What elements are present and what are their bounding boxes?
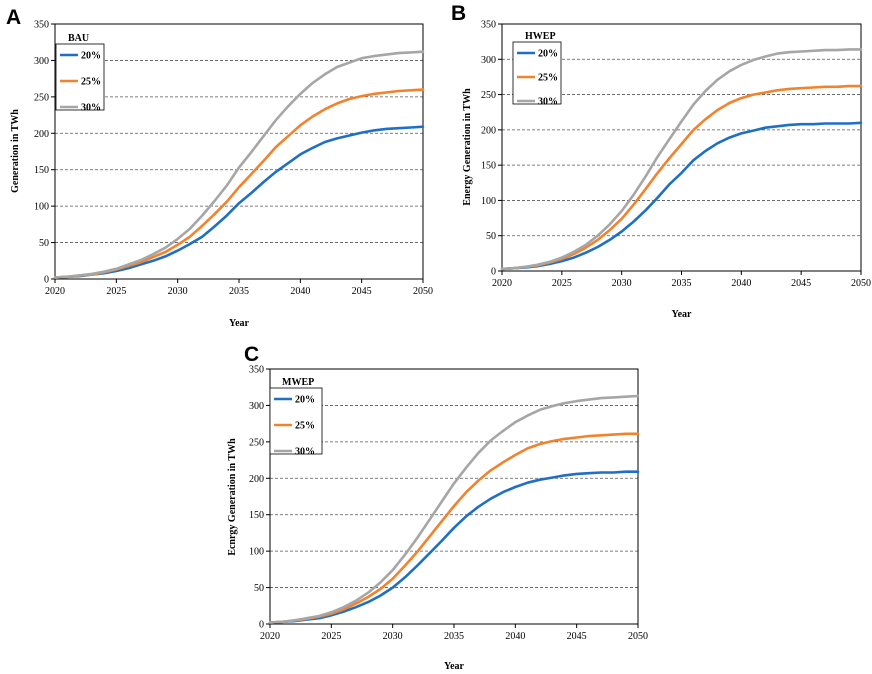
series-line-30pct (53, 50, 425, 279)
y-tick-label: 0 (44, 275, 49, 286)
x-tick-label: 2040 (505, 631, 525, 642)
x-axis-title: Year (444, 661, 465, 672)
y-tick-label: 300 (34, 56, 49, 67)
plot-frame (269, 368, 639, 625)
legend: BAU 20% 25% 30% (55, 33, 105, 114)
x-tick-label: 2025 (552, 278, 572, 289)
series-line-20pct (268, 470, 640, 624)
legend-label-30pct: 30% (81, 103, 101, 114)
y-axis-title: Energy Generation in TWh (462, 88, 473, 206)
y-tick-label: 50 (39, 238, 49, 249)
y-tick-label: 250 (481, 90, 496, 101)
series-line-25pct (268, 432, 640, 624)
y-tick-label: 250 (249, 437, 264, 448)
y-tick-label: 150 (481, 161, 496, 172)
x-tick-label: 2040 (290, 286, 310, 297)
x-tick-label: 2030 (168, 286, 188, 297)
x-tick-label: 2050 (628, 631, 648, 642)
y-tick-label: 250 (34, 92, 49, 103)
y-tick-label: 300 (249, 401, 264, 412)
x-tick-label: 2025 (321, 631, 341, 642)
y-tick-label: 0 (259, 620, 264, 631)
y-tick-label: 50 (486, 231, 496, 242)
x-tick-label: 2050 (413, 286, 433, 297)
x-tick-label: 2035 (444, 631, 464, 642)
y-tick-label: 100 (481, 196, 496, 207)
plot-frame (54, 23, 424, 280)
legend-label-20pct: 20% (295, 395, 315, 406)
y-tick-label: 150 (249, 510, 264, 521)
y-tick-label: 350 (249, 365, 264, 376)
x-axis-title: Year (672, 309, 693, 320)
series-line-25pct (53, 88, 425, 279)
legend: HWEP 20% 25% 30% (512, 31, 562, 108)
legend-label-20pct: 20% (81, 51, 101, 62)
legend: MWEP 20% 25% 30% (269, 377, 323, 458)
x-tick-label: 2040 (731, 278, 751, 289)
legend-label-30pct: 30% (538, 97, 558, 108)
y-tick-label: 200 (481, 125, 496, 136)
series-line-30pct (500, 48, 863, 271)
legend-label-20pct: 20% (538, 49, 558, 60)
y-tick-label: 100 (249, 547, 264, 558)
y-tick-label: 50 (254, 583, 264, 594)
legend-label-25pct: 25% (81, 77, 101, 88)
legend-title: MWEP (282, 377, 314, 388)
series-line-30pct (268, 394, 640, 624)
series-line-25pct (500, 84, 863, 271)
panel-letter: A (6, 6, 21, 29)
series-line-20pct (500, 121, 863, 271)
x-tick-label: 2020 (45, 286, 65, 297)
x-tick-label: 2045 (567, 631, 587, 642)
x-tick-label: 2025 (106, 286, 126, 297)
y-axis-title: Generation in TWh (10, 109, 21, 193)
y-tick-label: 350 (481, 20, 496, 31)
y-tick-label: 200 (34, 129, 49, 140)
y-tick-label: 150 (34, 165, 49, 176)
x-tick-label: 2030 (383, 631, 403, 642)
x-tick-label: 2030 (612, 278, 632, 289)
legend-label-25pct: 25% (295, 421, 315, 432)
x-tick-label: 2035 (229, 286, 249, 297)
x-tick-label: 2045 (791, 278, 811, 289)
x-axis-title: Year (229, 318, 250, 329)
x-tick-label: 2035 (672, 278, 692, 289)
y-tick-label: 300 (481, 55, 496, 66)
y-tick-label: 0 (491, 267, 496, 278)
legend-label-25pct: 25% (538, 73, 558, 84)
y-axis-title: Ecnrgy Generation in TWh (227, 438, 238, 556)
x-tick-label: 2020 (492, 278, 512, 289)
y-tick-label: 100 (34, 202, 49, 213)
chart-panel-a: A 0 50 100 150 200 250 300 350 2020 2025 2030 2035 20… (6, 6, 433, 329)
chart-panel-b: B 0 50 100 150 200 250 300 350 2020 2025 2030 2035 20… (451, 2, 871, 320)
chart-panel-c: C 0 50 100 150 200 250 300 350 2020 2025 2030 2035 20… (227, 343, 648, 672)
legend-title: BAU (68, 33, 89, 44)
x-tick-label: 2045 (352, 286, 372, 297)
legend-title: HWEP (525, 31, 556, 42)
legend-label-30pct: 30% (295, 447, 315, 458)
y-tick-label: 350 (34, 20, 49, 31)
x-tick-label: 2020 (260, 631, 280, 642)
panel-letter: C (244, 343, 259, 366)
panel-letter: B (451, 2, 466, 25)
y-tick-label: 200 (249, 474, 264, 485)
x-tick-label: 2050 (851, 278, 871, 289)
series-line-20pct (53, 125, 425, 279)
